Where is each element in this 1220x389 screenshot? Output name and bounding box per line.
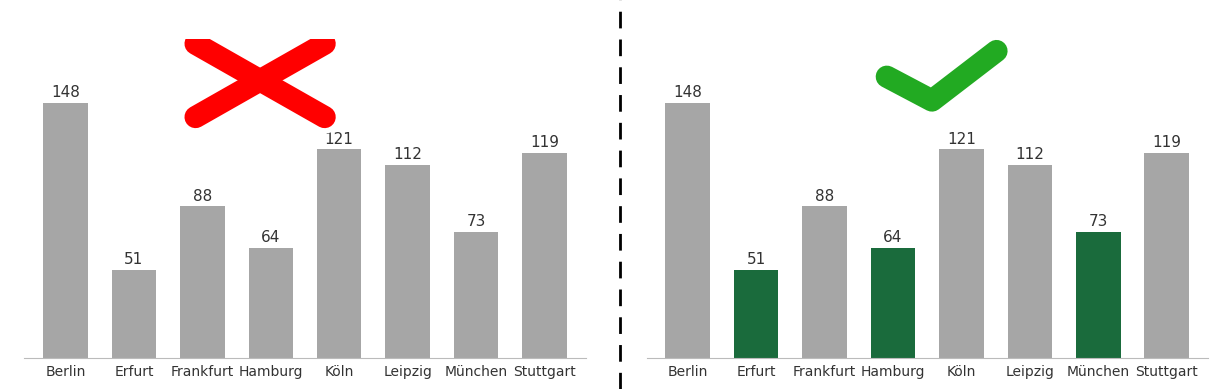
Bar xyxy=(871,247,915,358)
Text: 88: 88 xyxy=(193,189,212,203)
Text: 64: 64 xyxy=(883,230,903,245)
Text: 148: 148 xyxy=(673,85,702,100)
Bar xyxy=(522,153,567,358)
Text: 112: 112 xyxy=(1015,147,1044,162)
Bar xyxy=(317,149,361,358)
Text: 64: 64 xyxy=(261,230,281,245)
Text: 119: 119 xyxy=(529,135,559,150)
Text: 121: 121 xyxy=(947,131,976,147)
Bar xyxy=(1008,165,1052,358)
Bar xyxy=(734,270,778,358)
Text: 51: 51 xyxy=(124,252,144,267)
Text: 51: 51 xyxy=(747,252,766,267)
Text: 112: 112 xyxy=(393,147,422,162)
Bar xyxy=(181,206,224,358)
Bar xyxy=(665,103,710,358)
Bar xyxy=(43,103,88,358)
Bar xyxy=(939,149,983,358)
Bar xyxy=(1076,232,1120,358)
Text: 88: 88 xyxy=(815,189,834,203)
Bar xyxy=(386,165,429,358)
Bar xyxy=(1144,153,1190,358)
Bar xyxy=(249,247,293,358)
Text: 121: 121 xyxy=(325,131,354,147)
Text: 73: 73 xyxy=(466,214,486,230)
Bar xyxy=(803,206,847,358)
Bar xyxy=(454,232,498,358)
Text: 119: 119 xyxy=(1152,135,1181,150)
Bar xyxy=(112,270,156,358)
Text: 148: 148 xyxy=(51,85,79,100)
Text: 73: 73 xyxy=(1088,214,1108,230)
